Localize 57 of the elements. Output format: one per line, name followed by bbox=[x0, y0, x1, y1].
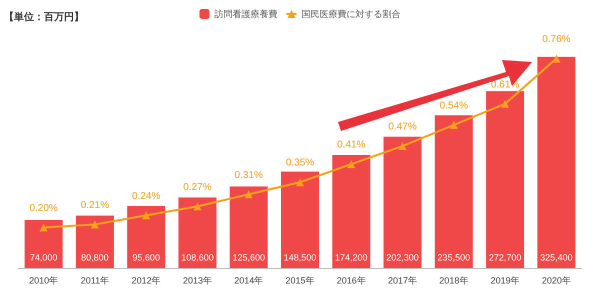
data-label: 272,700 bbox=[488, 252, 522, 262]
bar bbox=[127, 206, 166, 268]
data-label: 0.27% bbox=[183, 182, 212, 193]
x-tick-label: 2012年 bbox=[132, 276, 161, 286]
data-label: 0.76% bbox=[542, 34, 571, 46]
bar bbox=[24, 220, 63, 268]
x-tick-label: 2013年 bbox=[182, 276, 212, 286]
text: 【単位：百万円】 bbox=[4, 10, 84, 24]
point bbox=[40, 223, 48, 232]
point bbox=[244, 190, 253, 198]
bar bbox=[178, 198, 216, 268]
bar bbox=[486, 91, 524, 268]
data-label: 0.47% bbox=[388, 122, 417, 133]
legend-label: 国民医療費に対する割合 bbox=[302, 9, 400, 19]
bar bbox=[230, 186, 268, 268]
x-tick-label: 2011年 bbox=[80, 276, 110, 286]
point bbox=[193, 202, 202, 210]
data-label: 125,600 bbox=[232, 252, 265, 262]
point bbox=[347, 160, 356, 168]
data-label: 95,600 bbox=[132, 252, 160, 262]
data-label: 0.20% bbox=[29, 202, 58, 214]
bar bbox=[281, 172, 319, 268]
x-tick-label: 2010年 bbox=[29, 276, 58, 286]
data-label: 80,800 bbox=[81, 252, 109, 262]
bar bbox=[332, 154, 370, 268]
point bbox=[552, 54, 560, 63]
point bbox=[90, 220, 99, 228]
x-tick-label: 2014年 bbox=[234, 276, 264, 286]
x-tick-label: 2017年 bbox=[388, 276, 418, 286]
bar bbox=[76, 216, 114, 268]
data-label: 148,500 bbox=[284, 252, 316, 262]
legend-label: 訪問看護療養費 bbox=[214, 9, 278, 19]
data-label: 174,200 bbox=[335, 252, 368, 262]
bar bbox=[537, 56, 576, 268]
point bbox=[142, 211, 150, 220]
point bbox=[398, 142, 407, 150]
data-label: 325,400 bbox=[540, 252, 573, 262]
data-label: 202,300 bbox=[386, 252, 419, 262]
data-label: 0.21% bbox=[80, 200, 110, 211]
x-tick-label: 2015年 bbox=[285, 276, 315, 286]
data-label: 0.41% bbox=[337, 140, 366, 151]
data-label: 108,600 bbox=[181, 252, 214, 262]
point bbox=[501, 100, 510, 108]
point bbox=[296, 178, 304, 186]
bar bbox=[384, 136, 422, 268]
data-label: 0.54% bbox=[440, 100, 468, 112]
data-label: 74,000 bbox=[30, 252, 58, 262]
data-label: 0.31% bbox=[234, 170, 264, 181]
x-tick-label: 2019年 bbox=[490, 276, 520, 286]
x-tick-label: 2020年 bbox=[542, 276, 571, 286]
data-label: 0.35% bbox=[286, 158, 314, 169]
bar bbox=[434, 115, 473, 268]
x-tick-label: 2016年 bbox=[336, 276, 366, 286]
x-tick-label: 2018年 bbox=[439, 276, 468, 286]
point bbox=[450, 120, 458, 129]
data-label: 235,500 bbox=[438, 252, 470, 262]
data-label: 0.24% bbox=[132, 190, 160, 202]
